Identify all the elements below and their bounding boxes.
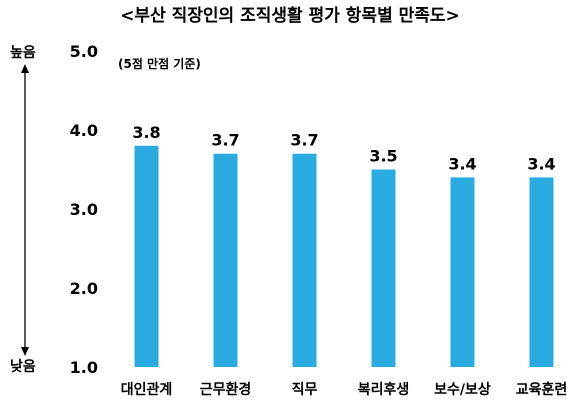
category-label: 보수/보상 [434,382,491,398]
bar [292,153,317,367]
bar [450,177,475,367]
data-label: 3.4 [527,154,555,173]
y-axis-ticks: 1.0 2.0 3.0 4.0 5.0 [70,42,98,377]
bar [529,177,554,367]
data-labels: 3.8 3.7 3.7 3.5 3.4 3.4 [132,123,555,174]
category-labels: 대인관계 근무환경 직무 복리후생 보수/보상 교육훈련 [121,381,568,398]
y-tick-label: 5.0 [70,42,98,61]
axis-bottom-label: 낮음 [10,359,36,375]
bars [134,145,554,367]
data-label: 3.7 [211,131,239,150]
axis-arrow [21,64,29,356]
data-label: 3.4 [448,154,476,173]
data-label: 3.8 [132,123,160,142]
category-label: 복리후생 [358,382,410,398]
data-label: 3.5 [369,147,397,166]
axis-top-label: 높음 [10,45,36,61]
data-label: 3.7 [290,131,318,150]
chart-note: (5점 만점 기준) [118,56,201,71]
y-tick-label: 3.0 [70,200,98,219]
y-tick-label: 1.0 [70,358,98,377]
bar [213,153,238,367]
category-label: 대인관계 [121,381,173,398]
bar [371,169,396,367]
bar [134,145,159,367]
y-tick-label: 4.0 [70,121,98,140]
category-label: 근무환경 [200,381,252,398]
category-label: 교육훈련 [516,381,568,398]
category-label: 직무 [292,381,318,398]
chart-title: <부산 직장인의 조직생활 평가 항목별 만족도> [120,5,460,26]
y-tick-label: 2.0 [70,279,98,298]
